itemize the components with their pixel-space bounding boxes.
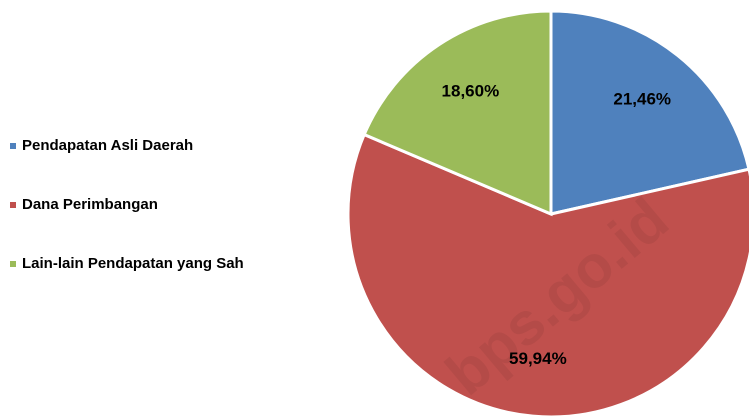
legend-label: Lain-lain Pendapatan yang Sah xyxy=(22,255,244,272)
legend-item: Pendapatan Asli Daerah xyxy=(10,136,270,155)
pie-slice xyxy=(549,9,749,216)
legend-label: Dana Perimbangan xyxy=(22,196,158,213)
legend: Pendapatan Asli Daerah Dana Perimbangan La… xyxy=(10,136,270,313)
legend-swatch xyxy=(10,202,16,208)
data-label: 21,46% xyxy=(613,89,671,108)
legend-label: Pendapatan Asli Daerah xyxy=(22,137,194,154)
data-label: 59,94% xyxy=(509,349,567,368)
pie-slice xyxy=(362,9,553,217)
legend-item: Dana Perimbangan xyxy=(10,195,270,214)
legend-swatch xyxy=(10,261,16,267)
legend-item: Lain-lain Pendapatan yang Sah xyxy=(10,254,270,273)
legend-swatch xyxy=(10,143,16,149)
pie-slice xyxy=(346,132,749,416)
data-label: 18,60% xyxy=(442,82,500,101)
